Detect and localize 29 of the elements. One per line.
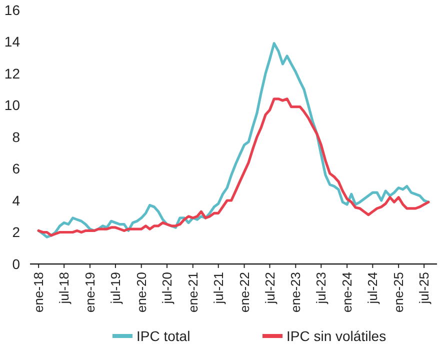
x-tick-label: ene-24 — [340, 272, 355, 312]
x-tick-label: jul-21 — [210, 272, 226, 305]
x-tick-label: ene-23 — [288, 272, 304, 312]
y-tick-label: 4 — [12, 192, 20, 208]
y-tick-label: 14 — [4, 34, 20, 50]
y-tick-label: 12 — [4, 65, 20, 82]
x-tick-label: ene-19 — [82, 272, 98, 312]
x-tick-label: jul-18 — [56, 272, 72, 305]
y-tick-label: 6 — [12, 160, 20, 177]
line-series — [37, 98, 430, 237]
y-tick-label: 2 — [12, 224, 20, 240]
x-tick-label: ene-22 — [236, 272, 252, 312]
x-tick-label: jul-22 — [262, 272, 278, 305]
legend-label: IPC sin volátiles — [286, 328, 386, 344]
x-tick-label: jul-20 — [160, 272, 175, 305]
x-tick-label: ene-25 — [391, 272, 406, 312]
y-tick-label: 8 — [12, 128, 20, 145]
y-tick-label: 10 — [4, 97, 20, 114]
x-tick-label: jul-23 — [314, 272, 329, 305]
x-tick-label: jul-25 — [416, 272, 432, 305]
y-tick-label: 16 — [4, 2, 20, 18]
x-tick-label: ene-21 — [185, 272, 200, 312]
line-series — [37, 42, 430, 238]
legend-label: IPC total — [136, 328, 190, 344]
x-tick-label: ene-18 — [31, 272, 46, 312]
x-tick-label: ene-20 — [134, 272, 149, 312]
y-tick-label: 0 — [12, 256, 20, 272]
x-tick-label: jul-19 — [108, 272, 124, 305]
x-tick-label: jul-24 — [365, 272, 380, 305]
